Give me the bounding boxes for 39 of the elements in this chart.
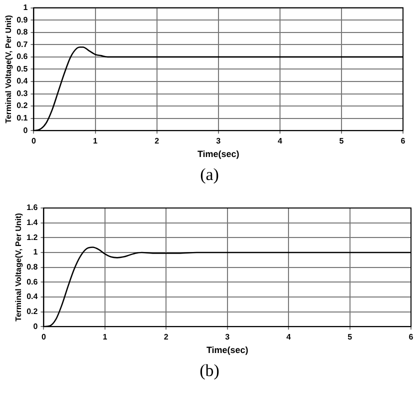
x-tick-label: 3 <box>225 332 230 342</box>
x-tick-label: 6 <box>408 332 414 342</box>
x-tick-label: 4 <box>278 136 283 146</box>
y-tick-label: 0.9 <box>16 15 28 24</box>
y-tick-label: 1.4 <box>26 218 38 228</box>
x-tick-label: 4 <box>286 332 292 342</box>
y-tick-label: 1.2 <box>26 232 38 242</box>
y-tick-label: 0.6 <box>16 52 28 62</box>
y-axis-title: Terminal Voltage(V, Per Unit) <box>4 14 14 124</box>
y-tick-label: 0.2 <box>16 101 28 110</box>
y-tick-label: 0.2 <box>26 306 38 316</box>
y-tick-label: 0 <box>33 322 38 331</box>
y-tick-label: 0.4 <box>26 292 38 302</box>
y-tick-label: 0.6 <box>26 277 38 286</box>
x-tick-label: 3 <box>216 136 222 146</box>
y-tick-label: 1 <box>33 248 38 257</box>
x-tick-label: 0 <box>41 332 46 342</box>
y-axis-title: Terminal Voltage(V, Per Unit) <box>14 212 24 322</box>
x-tick-label: 5 <box>339 136 344 146</box>
x-tick-label: 1 <box>93 136 98 146</box>
y-tick-label: 0.3 <box>16 88 28 98</box>
x-tick-label: 2 <box>154 136 160 146</box>
y-tick-label: 1.6 <box>26 203 38 212</box>
y-tick-label: 1 <box>23 3 28 12</box>
y-tick-label: 0.7 <box>16 40 28 49</box>
x-axis-title: Time(sec) <box>206 345 248 356</box>
x-tick-label: 6 <box>400 136 406 146</box>
y-tick-label: 0.1 <box>16 114 28 123</box>
y-tick-label: 0.4 <box>16 76 28 86</box>
y-tick-label: 0 <box>23 126 28 135</box>
y-tick-label: 0.8 <box>16 28 28 37</box>
text: (b) <box>198 360 220 382</box>
y-tick-label: 0.5 <box>16 64 28 74</box>
y-tick-label: 0.8 <box>26 262 38 272</box>
x-tick-label: 1 <box>102 332 108 342</box>
text: (a) <box>199 164 220 186</box>
x-axis-title: Time(sec) <box>197 149 240 160</box>
x-tick-label: 2 <box>164 332 169 342</box>
x-tick-label: 5 <box>348 332 353 342</box>
